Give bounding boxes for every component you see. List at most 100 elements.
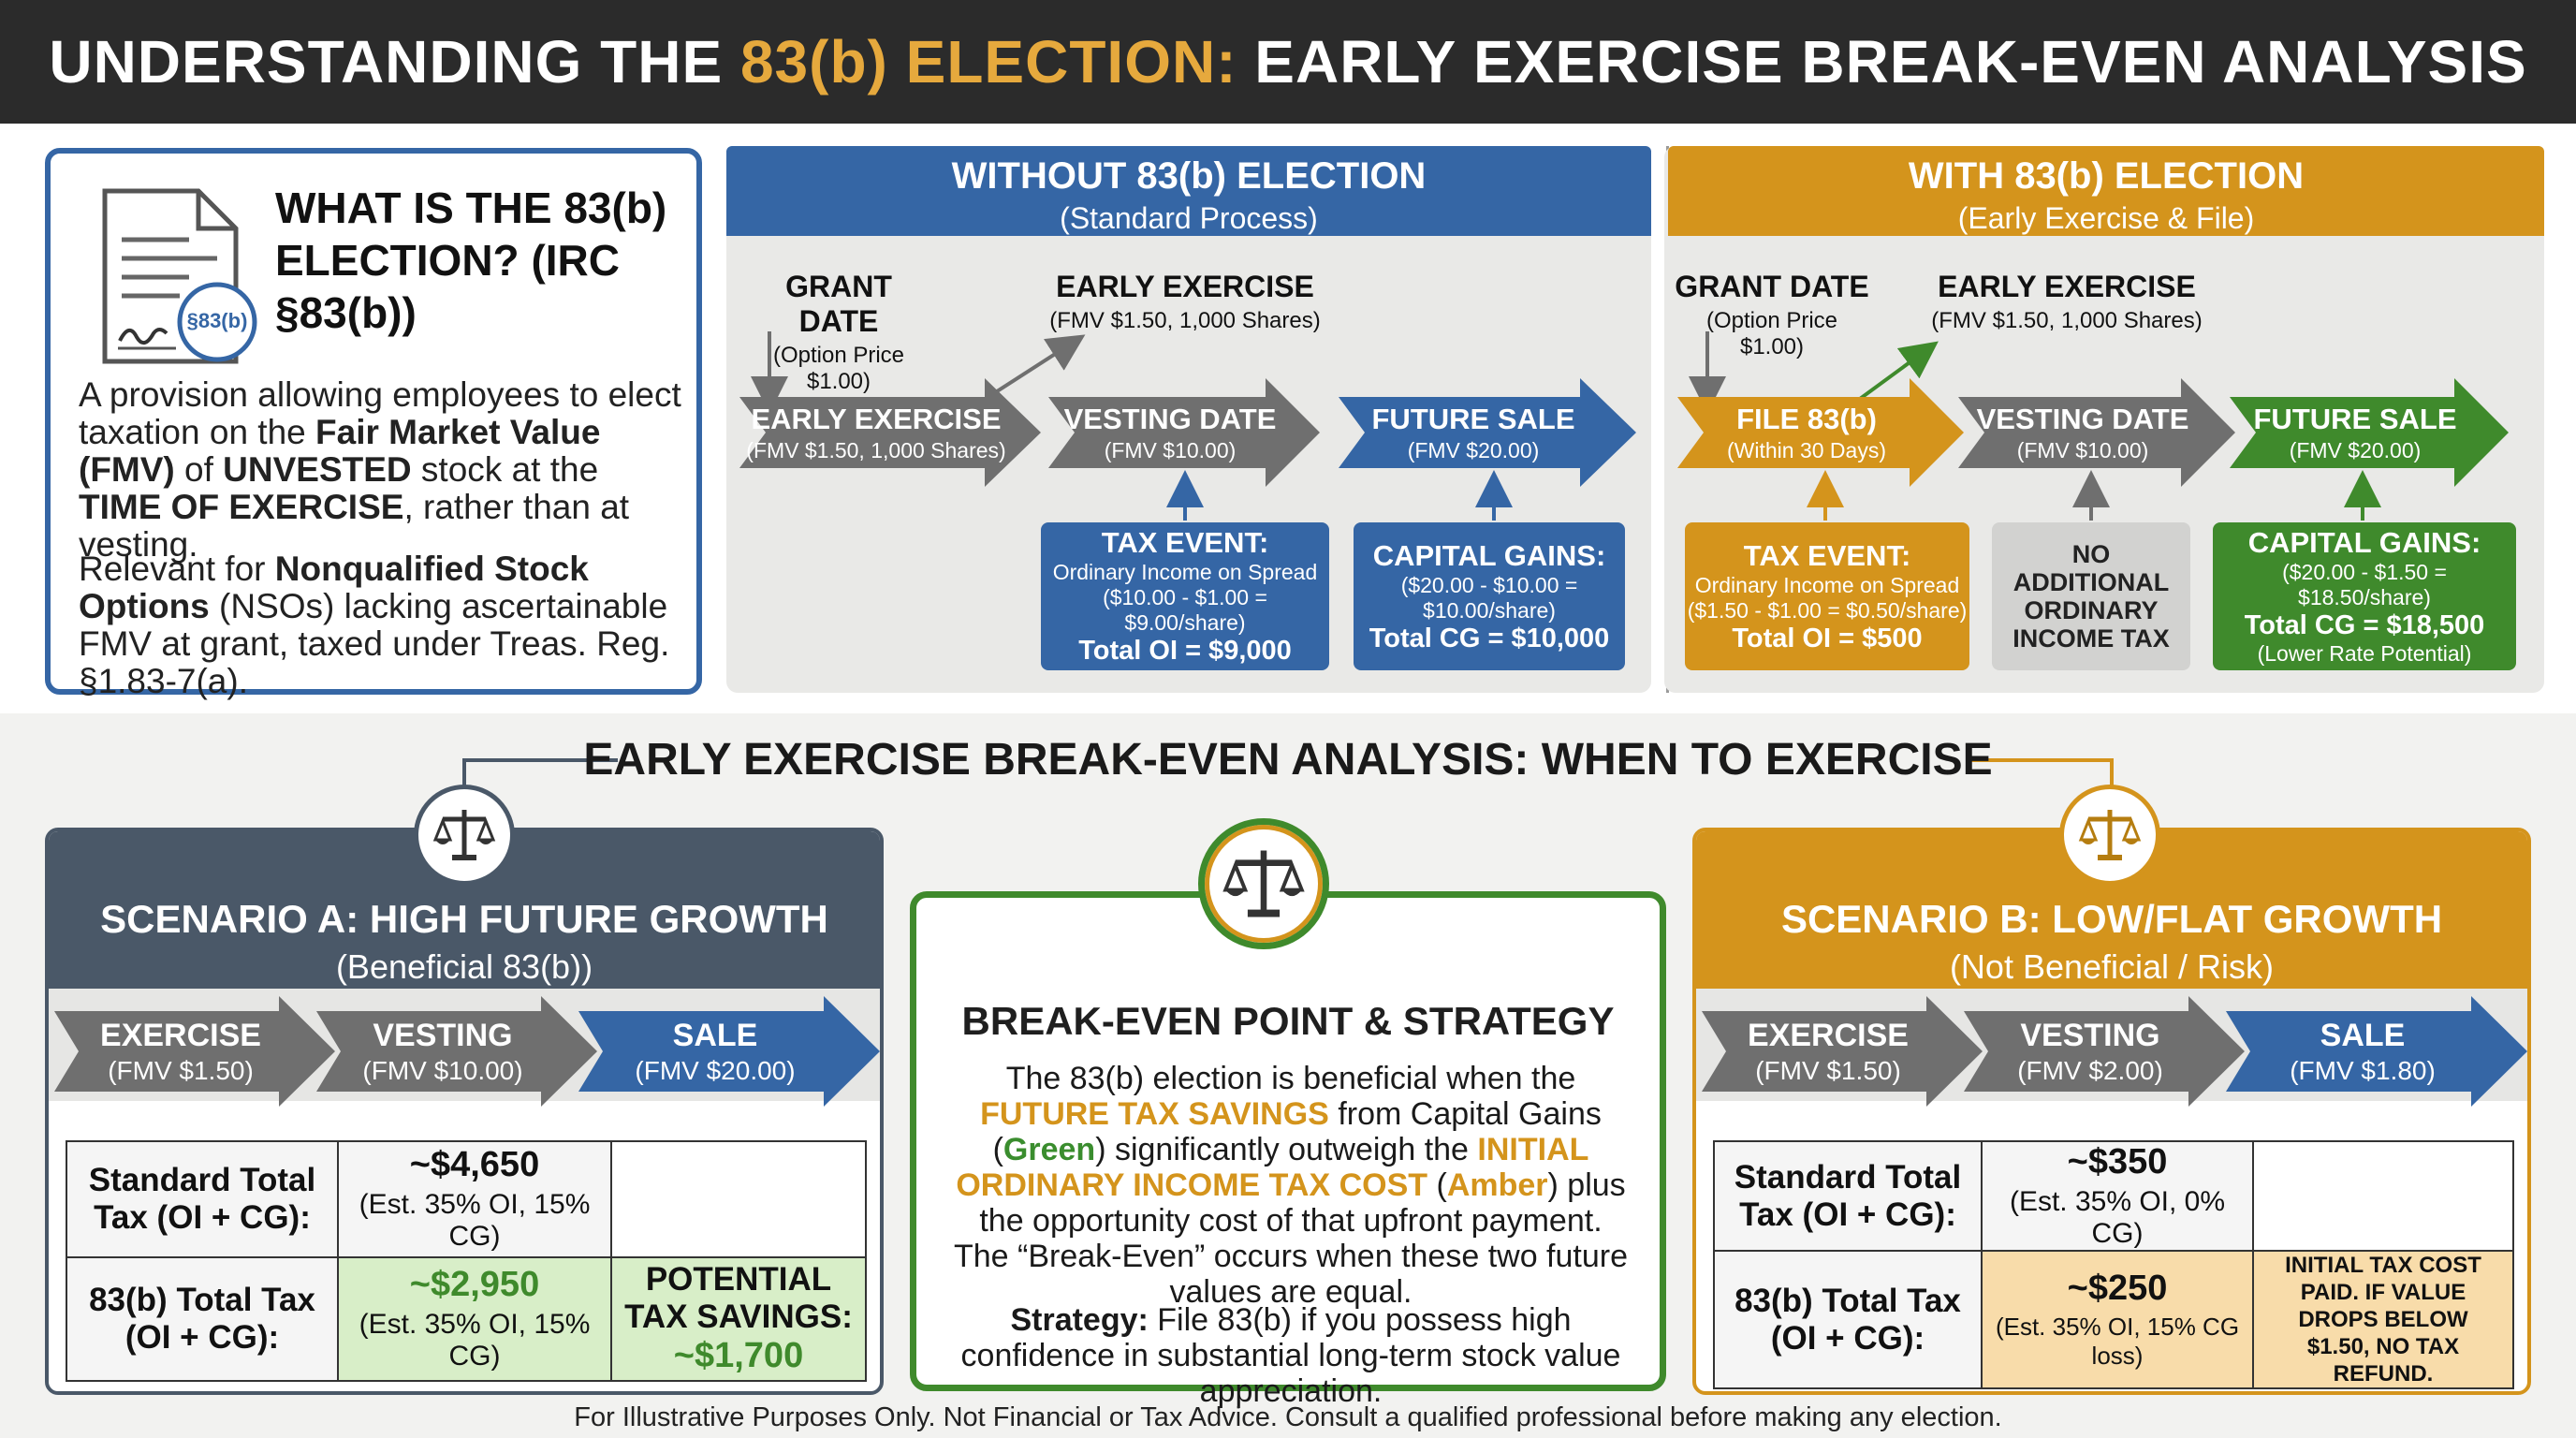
early-exercise-label: EARLY EXERCISE (FMV $1.50, 1,000 Shares) [1926,270,2207,334]
box-line: ($10.00 - $1.00 = $9.00/share) [1103,585,1267,635]
strategy-title: BREAK-EVEN POINT & STRATEGY [961,999,1615,1043]
scenario-a-card: SCENARIO A: HIGH FUTURE GROWTH (Benefici… [45,828,884,1395]
standard-tax-cell: ~$350 (Est. 35% OI, 0% CG) [1981,1140,2254,1252]
no-additional-tax-box: NO ADDITIONAL ORDINARY INCOME TAX [1992,522,2190,670]
box-line: ($1.50 - $1.00 = $0.50/share) [1687,597,1968,623]
step-title: VESTING [373,1017,513,1053]
step-sub: (FMV $1.50) [1755,1055,1901,1085]
step-sub: (FMV $10.00) [1104,437,1237,462]
box-line: Ordinary Income on Spread [1052,560,1318,584]
tax-value: ~$250 [2067,1269,2168,1308]
tax-value: ~$2,950 [409,1265,540,1305]
vesting-step: VESTING (FMV $2.00) [1964,996,2245,1107]
step-sub: (FMV $1.80) [2290,1055,2436,1085]
step-title: VESTING DATE [1976,402,2189,435]
step-title: EXERCISE [1748,1017,1909,1053]
box-line: (Lower Rate Potential) [2257,641,2472,666]
step-sub: (Within 30 Days) [1727,437,1886,462]
box-title: TAX EVENT: [1743,538,1911,572]
section-connectors [462,758,2114,788]
step-sub: (FMV $20.00) [1407,437,1540,462]
box-total: Total CG = $18,500 [2244,610,2485,640]
balance-scale-icon [1198,818,1329,949]
label-title: EARLY EXERCISE [1938,270,2196,303]
tax-note: (Est. 35% OI, 15% CG) [359,1189,591,1253]
early-exercise-step: EARLY EXERCISE (FMV $1.50, 1,000 Shares) [739,378,1041,487]
vesting-date-step: VESTING DATE (FMV $10.00) [1958,378,2235,487]
definition-title: WHAT IS THE 83(b) ELECTION? (IRC §83(b)) [275,183,667,337]
tax-value: ~$4,650 [409,1145,540,1185]
page-header: UNDERSTANDING THE 83(b) ELECTION: EARLY … [0,0,2576,124]
step-sub: (FMV $2.00) [2017,1055,2163,1085]
exercise-step: EXERCISE (FMV $1.50) [1702,996,1983,1107]
text-run: ( [1427,1167,1447,1203]
break-even-strategy-card: BREAK-EVEN POINT & STRATEGY The 83(b) el… [910,891,1666,1409]
tax-note: (Est. 35% OI, 15% CG loss) [1995,1313,2240,1370]
text-run-green: Green [1003,1132,1096,1167]
text-run-highlight: INITIAL ORDINARY INCOME TAX COST [956,1132,1589,1203]
scenario-title: SCENARIO B: LOW/FLAT GROWTH [1780,897,2443,941]
box-line: ($20.00 - $1.50 = $18.50/share) [2282,560,2447,609]
document-icon: §83(b) [86,183,273,371]
exercise-step: EXERCISE (FMV $1.50) [54,996,335,1107]
capital-gains-box: CAPITAL GAINS: ($20.00 - $1.50 = $18.50/… [2213,522,2516,670]
title-part: EARLY EXERCISE BREAK-EVEN ANALYSIS [1237,28,2527,95]
text-run-bold: Fair Market Value (FMV) [79,413,601,489]
panel-title: WITHOUT 83(b) ELECTION [951,155,1427,197]
early-exercise-label: EARLY EXERCISE (FMV $1.50, 1,000 Shares) [1045,270,1325,334]
row-label: Standard Total Tax (OI + CG): [1713,1140,1983,1252]
scenario-a-tax-table: Standard Total Tax (OI + CG): ~$4,650 (Es… [66,1140,867,1383]
text-run: Relevant for [79,550,275,588]
83b-tax-cell: ~$250 (Est. 35% OI, 15% CG loss) [1981,1250,2254,1389]
step-title: FUTURE SALE [2253,402,2457,435]
table-row: Standard Total Tax (OI + CG): ~$350 (Est.… [1713,1140,2514,1252]
text-run-highlight: FUTURE TAX SAVINGS [980,1096,1329,1132]
label-sub: (FMV $1.50, 1,000 Shares) [1931,308,2203,333]
vesting-date-step: VESTING DATE (FMV $10.00) [1048,378,1320,487]
grant-date-label: GRANT DATE (Option Price $1.00) [745,270,932,395]
step-sub: (FMV $10.00) [362,1055,523,1085]
section-stamp: §83(b) [186,309,248,332]
strategy-paragraph: Strategy: File 83(b) if you possess high… [954,1302,1628,1409]
savings-value: ~$1,700 [673,1336,804,1376]
step-title: EARLY EXERCISE [751,402,1002,435]
row-label: 83(b) Total Tax (OI + CG): [66,1255,339,1383]
break-even-paragraph: The 83(b) election is beneficial when th… [954,1061,1628,1310]
text-run-bold: TIME OF EXERCISE [79,488,404,526]
text-run: (NSOs) lacking ascertainable FMV at gran… [79,587,670,700]
panel-title: WITH 83(b) ELECTION [1908,155,2305,197]
without-panel-header: WITHOUT 83(b) ELECTION (Standard Process… [726,146,1651,236]
empty-cell [2252,1140,2514,1252]
step-title: SALE [672,1017,758,1053]
text-run: The 83(b) election is beneficial when th… [1005,1061,1576,1096]
disclaimer-footer: For Illustrative Purposes Only. Not Fina… [574,1402,2002,1432]
empty-cell [610,1140,867,1258]
box-line: Ordinary Income on Spread [1694,572,1960,597]
step-sub: (FMV $1.50, 1,000 Shares) [746,437,1006,462]
table-row: 83(b) Total Tax (OI + CG): ~$250 (Est. 35… [1713,1250,2514,1389]
vesting-step: VESTING (FMV $10.00) [316,996,597,1107]
break-even-section-title: EARLY EXERCISE BREAK-EVEN ANALYSIS: WHEN… [583,735,1993,785]
risk-note-cell: INITIAL TAX COST PAID. IF VALUE DROPS BE… [2252,1250,2514,1389]
with-83b-panel: WITH 83(b) ELECTION (Early Exercise & Fi… [1664,146,2544,693]
title-highlight: 83(b) ELECTION: [739,28,1237,95]
panel-subtitle: (Standard Process) [1060,201,1318,235]
label-sub: (Option Price $1.00) [772,343,905,394]
with-panel-header: WITH 83(b) ELECTION (Early Exercise & Fi… [1668,146,2544,236]
label-title: EARLY EXERCISE [1056,270,1314,303]
panel-subtitle: (Early Exercise & File) [1957,201,2255,235]
table-row: Standard Total Tax (OI + CG): ~$4,650 (Es… [66,1140,867,1258]
step-sub: (FMV $20.00) [635,1055,796,1085]
text-run: File 83(b) if you possess high confidenc… [960,1302,1621,1409]
label-title: GRANT DATE [1675,270,1869,303]
row-label: Standard Total Tax (OI + CG): [66,1140,339,1258]
sale-step: SALE (FMV $1.80) [2226,996,2527,1107]
future-sale-step: FUTURE SALE (FMV $20.00) [1339,378,1636,487]
savings-label: POTENTIAL TAX SAVINGS: [624,1261,853,1336]
text-run-amber: Amber [1446,1167,1548,1203]
future-sale-step: FUTURE SALE (FMV $20.00) [2230,378,2509,487]
standard-tax-cell: ~$4,650 (Est. 35% OI, 15% CG) [337,1140,612,1258]
box-title: TAX EVENT: [1101,526,1269,559]
definition-box: §83(b) WHAT IS THE 83(b) ELECTION? (IRC … [45,148,702,700]
label-title: GRANT DATE [785,270,892,338]
